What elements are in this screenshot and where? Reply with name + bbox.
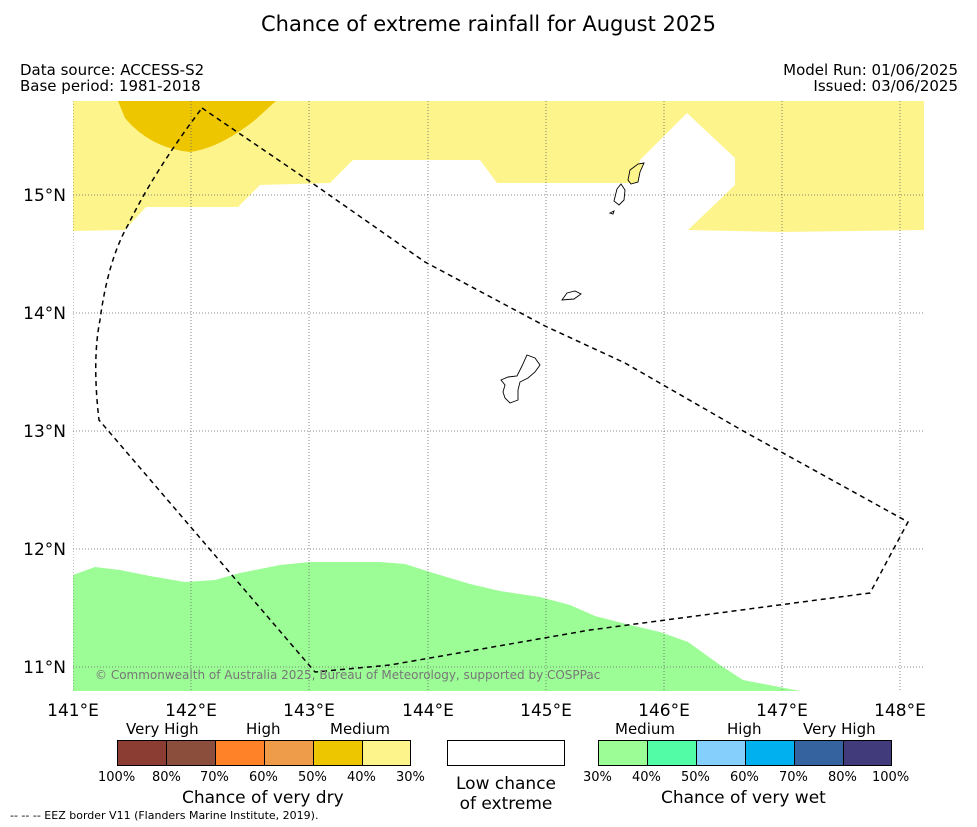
data-source: Data source: ACCESS-S2	[20, 61, 205, 79]
legend-low-chance-line2: of extreme	[459, 794, 553, 814]
legend-wet-swatch	[648, 741, 697, 765]
legend-dry-tick: 60%	[249, 770, 278, 785]
legend-dry-swatch	[363, 741, 410, 765]
legend-wet-very-high: Very High	[803, 720, 876, 738]
y-tick-label: 13°N	[23, 422, 66, 442]
legend-dry-swatch	[314, 741, 363, 765]
legend-wet-high: High	[727, 720, 762, 738]
legend-wet-swatch	[599, 741, 648, 765]
dry-high-area	[118, 101, 276, 152]
legend-dry-tick: 80%	[152, 770, 181, 785]
legend-dry-tick: 50%	[298, 770, 327, 785]
legend-wet-medium: Medium	[615, 720, 675, 738]
dry-medium-area	[73, 101, 924, 232]
legend-dry-tick: 40%	[347, 770, 376, 785]
legend-wet-tick: 40%	[632, 770, 661, 785]
legend-wet-tick: 80%	[828, 770, 857, 785]
eez-footnote: -- -- -- EEZ border V11 (Flanders Marine…	[10, 809, 319, 822]
x-tick-label: 142°E	[165, 701, 217, 720]
legend-dry-swatch	[167, 741, 216, 765]
map-grid	[73, 101, 924, 691]
island-rota	[561, 290, 582, 301]
copyright-notice: © Commonwealth of Australia 2025, Bureau…	[95, 668, 600, 682]
legend-dry-title: Chance of very dry	[182, 788, 344, 808]
y-tick-label: 12°N	[23, 540, 66, 560]
legend-low-chance-swatch	[447, 740, 565, 766]
map-canvas: © Commonwealth of Australia 2025, Bureau…	[23, 101, 926, 720]
legend-wet-tick: 70%	[779, 770, 808, 785]
legend-wet-title: Chance of very wet	[661, 788, 826, 808]
island-aguijan	[608, 210, 615, 215]
legend-dry-swatch	[118, 741, 167, 765]
x-tick-label: 147°E	[756, 701, 808, 720]
legend-wet-tick: 30%	[583, 770, 612, 785]
legend-dry-medium: Medium	[330, 720, 390, 738]
x-tick-label: 146°E	[638, 701, 690, 720]
legend-dry-high: High	[246, 720, 281, 738]
legend-dry-colorbar	[117, 740, 411, 766]
issued-date: Issued: 03/06/2025	[813, 77, 958, 95]
legend-dry-tick: 70%	[200, 770, 229, 785]
legend-dry-tick: 100%	[98, 770, 136, 785]
model-run: Model Run: 01/06/2025	[783, 61, 958, 79]
legend-dry-swatch	[216, 741, 265, 765]
legend-wet-swatch	[844, 741, 891, 765]
legend-wet-colorbar	[598, 740, 892, 766]
legend-dry-swatch	[265, 741, 314, 765]
island-tinian	[613, 183, 626, 206]
wet-medium-area	[73, 562, 800, 691]
islands	[500, 162, 645, 404]
island-saipan	[627, 162, 645, 185]
y-tick-label: 15°N	[23, 186, 66, 206]
legend-wet-tick: 50%	[681, 770, 710, 785]
legend-low-chance-line1: Low chance	[456, 774, 556, 794]
legend-wet-swatch	[746, 741, 795, 765]
legend-dry-tick: 30%	[396, 770, 425, 785]
x-tick-label: 143°E	[283, 701, 335, 720]
x-tick-label: 145°E	[520, 701, 572, 720]
x-tick-label: 141°E	[47, 701, 99, 720]
legend-wet-swatch	[795, 741, 844, 765]
y-tick-label: 14°N	[23, 304, 66, 324]
base-period: Base period: 1981-2018	[20, 77, 201, 95]
legend-wet-swatch	[697, 741, 746, 765]
island-guam	[500, 354, 541, 404]
x-tick-label: 148°E	[874, 701, 926, 720]
x-tick-label: 144°E	[402, 701, 454, 720]
legend-dry-very-high: Very High	[126, 720, 199, 738]
legend-wet-tick: 100%	[872, 770, 910, 785]
legend-wet-tick: 60%	[730, 770, 759, 785]
map-title: Chance of extreme rainfall for August 20…	[261, 12, 716, 36]
y-tick-label: 11°N	[23, 658, 66, 678]
